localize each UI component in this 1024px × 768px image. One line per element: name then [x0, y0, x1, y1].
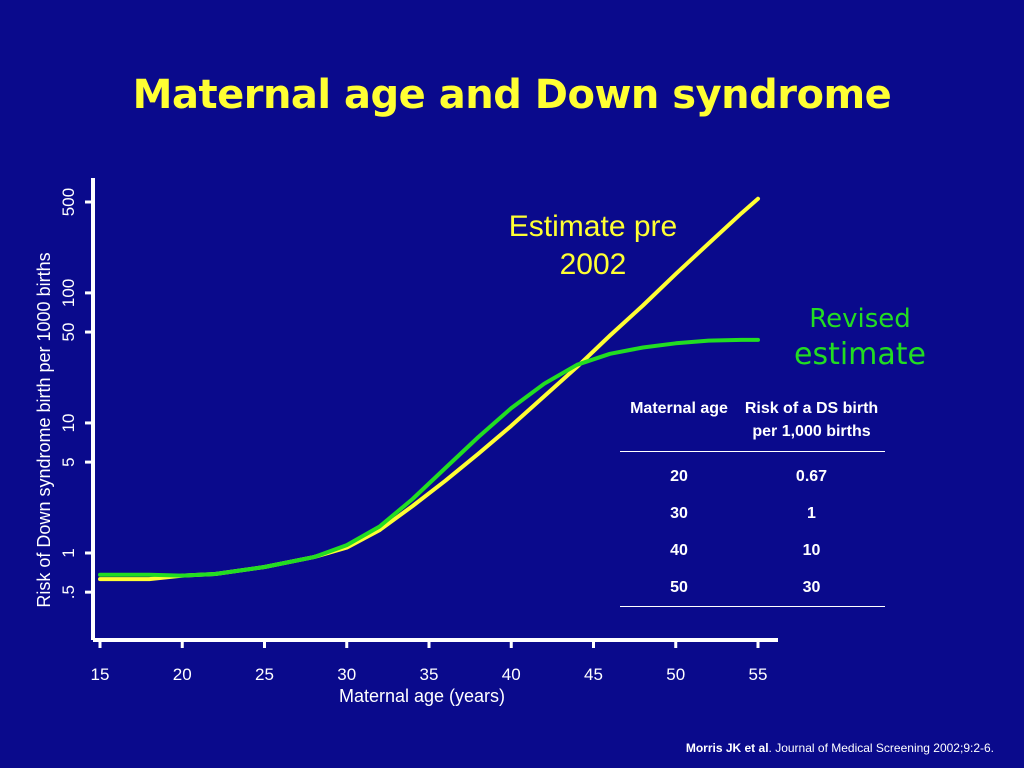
table-row: 20 0.67 — [620, 452, 885, 496]
table-header-row: Maternal age Risk of a DS birth per 1,00… — [620, 397, 885, 452]
y-tick-label: .5 — [59, 585, 78, 599]
slide-title: Maternal age and Down syndrome — [132, 72, 892, 118]
table-cell-age: 50 — [670, 578, 688, 596]
x-tick-label: 35 — [420, 665, 439, 684]
table-cell-risk: 10 — [802, 541, 821, 559]
table-cell-risk: 30 — [802, 578, 821, 596]
table-cell-risk: 1 — [807, 504, 816, 522]
risk-table: Maternal age Risk of a DS birth per 1,00… — [620, 397, 885, 607]
table-cell-age: 30 — [670, 504, 688, 522]
x-tick-label: 20 — [173, 665, 192, 684]
table-row: 30 1 — [620, 495, 885, 532]
y-tick-label: 50 — [59, 323, 78, 342]
y-tick-label: 1 — [59, 548, 78, 557]
pre2002-annotation-line2: 2002 — [559, 248, 627, 281]
x-tick-label: 50 — [666, 665, 685, 684]
x-tick-label: 30 — [337, 665, 356, 684]
citation: Morris JK et al. Journal of Medical Scre… — [686, 741, 994, 755]
table-cell-age: 20 — [670, 467, 688, 485]
table-cell-age: 40 — [670, 541, 688, 559]
citation-source: . Journal of Medical Screening 2002;9:2-… — [768, 741, 994, 755]
x-axis-title: Maternal age (years) — [339, 686, 505, 706]
table-header-risk: Risk of a DS birth per 1,000 births — [744, 400, 879, 440]
x-tick-label: 55 — [749, 665, 768, 684]
table-header-age: Maternal age — [630, 400, 728, 417]
axes — [91, 178, 778, 642]
x-tick-label: 40 — [502, 665, 521, 684]
table-row: 50 30 — [620, 569, 885, 607]
series-lines — [98, 196, 760, 582]
x-tick-label: 25 — [255, 665, 274, 684]
revised-annotation-line2: estimate — [793, 337, 926, 372]
y-tick-label: 5 — [59, 457, 78, 466]
y-tick-label: 500 — [59, 188, 78, 216]
y-tick-label: 100 — [59, 279, 78, 307]
pre2002-annotation: Estimate pre 2002 — [488, 208, 698, 284]
citation-authors: Morris JK et al — [685, 741, 769, 755]
table-cell-risk: 0.67 — [795, 467, 828, 485]
series-line-revised — [98, 337, 760, 578]
revised-annotation-line1: Revised — [809, 304, 911, 334]
y-tick-label: 10 — [59, 413, 78, 432]
revised-annotation: Revised estimate — [780, 302, 940, 374]
pre2002-annotation-line1: Estimate pre — [508, 210, 678, 243]
y-axis-title: Risk of Down syndrome birth per 1000 bir… — [34, 252, 54, 607]
table-row: 40 10 — [620, 532, 885, 569]
x-tick-label: 45 — [584, 665, 603, 684]
x-tick-label: 15 — [91, 665, 110, 684]
